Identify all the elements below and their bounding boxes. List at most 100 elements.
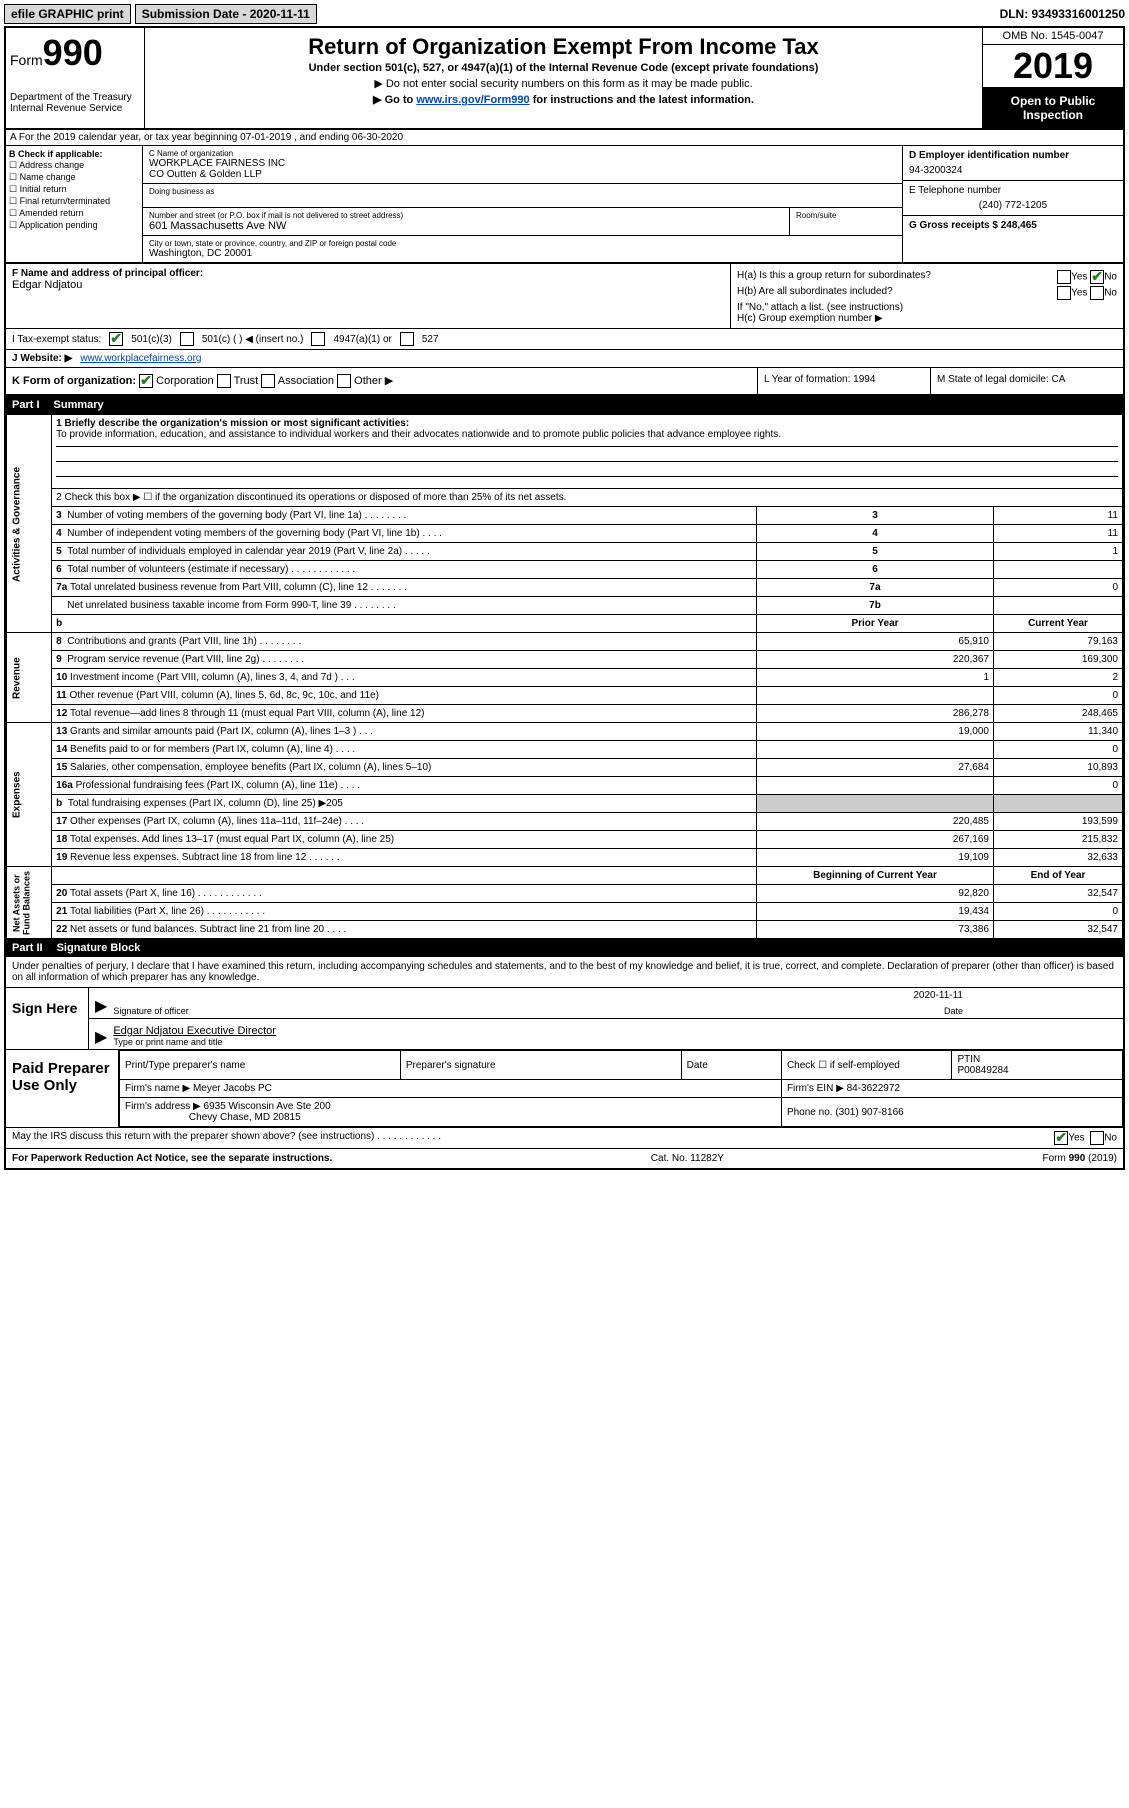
- room-label: Room/suite: [796, 211, 896, 220]
- note-goto: ▶ Go to www.irs.gov/Form990 for instruct…: [149, 93, 978, 106]
- line-8: Revenue8 Contributions and grants (Part …: [7, 633, 1123, 651]
- q1-label: 1 Briefly describe the organization's mi…: [56, 418, 1118, 429]
- street-box: Number and street (or P.O. box if mail i…: [143, 208, 790, 235]
- prep-name-cell: Print/Type preparer's name: [120, 1051, 401, 1080]
- street-value: 601 Massachusetts Ave NW: [149, 220, 783, 232]
- sig-arrow-icon: ▶: [95, 996, 107, 1016]
- form-ref: Form 990 (2019): [1043, 1153, 1117, 1164]
- prep-date-cell: Date: [681, 1051, 781, 1080]
- line-5: 5 Total number of individuals employed i…: [7, 543, 1123, 561]
- chk-amended-return[interactable]: ☐ Amended return: [9, 208, 139, 219]
- website-link[interactable]: www.workplacefairness.org: [80, 353, 201, 364]
- line-3: 3 Number of voting members of the govern…: [7, 507, 1123, 525]
- sig-officer-line: ▶ Signature of officer 2020-11-11 Date: [89, 988, 1123, 1019]
- sig-date-label: Date: [944, 1006, 963, 1016]
- room-box: Room/suite: [790, 208, 902, 235]
- section-f: F Name and address of principal officer:…: [6, 264, 731, 328]
- typed-name: Edgar Ndjatou Executive Director: [113, 1025, 276, 1037]
- tel-value: (240) 772-1205: [909, 200, 1117, 211]
- chk-final-return[interactable]: ☐ Final return/terminated: [9, 196, 139, 207]
- org-name-box: C Name of organization WORKPLACE FAIRNES…: [143, 146, 902, 184]
- l3n: 3 Number of voting members of the govern…: [52, 507, 757, 525]
- prep-row3: Firm's address ▶ 6935 Wisconsin Ave Ste …: [120, 1098, 1123, 1127]
- hb-no[interactable]: [1090, 286, 1104, 300]
- chk-address-change[interactable]: ☐ Address change: [9, 160, 139, 171]
- chk-corporation[interactable]: [139, 374, 153, 388]
- form-title: Return of Organization Exempt From Incom…: [149, 34, 978, 60]
- section-bcd: B Check if applicable: ☐ Address change …: [6, 146, 1123, 264]
- cat-no: Cat. No. 11282Y: [651, 1153, 724, 1164]
- discuss-label: May the IRS discuss this return with the…: [12, 1131, 441, 1145]
- prep-row2: Firm's name ▶ Meyer Jacobs PC Firm's EIN…: [120, 1080, 1123, 1098]
- mission-cell: 1 Briefly describe the organization's mi…: [52, 415, 1123, 489]
- vlabel-netassets: Net Assets or Fund Balances: [7, 867, 52, 939]
- hb-yes[interactable]: [1057, 286, 1071, 300]
- line-16a: 16a Professional fundraising fees (Part …: [7, 777, 1123, 795]
- l3v: 11: [994, 507, 1123, 525]
- gross-box: G Gross receipts $ 248,465: [903, 216, 1123, 235]
- preparer-table: Print/Type preparer's name Preparer's si…: [119, 1050, 1123, 1127]
- hb-note: If "No," attach a list. (see instruction…: [737, 302, 1117, 313]
- tel-label: E Telephone number: [909, 185, 1117, 196]
- paid-preparer-label: Paid Preparer Use Only: [6, 1050, 119, 1127]
- ha-yes[interactable]: [1057, 270, 1071, 284]
- footer: For Paperwork Reduction Act Notice, see …: [6, 1148, 1123, 1168]
- paid-preparer-right: Print/Type preparer's name Preparer's si…: [119, 1050, 1123, 1127]
- line-20: 20 Total assets (Part X, line 16) . . . …: [7, 885, 1123, 903]
- year-formation: L Year of formation: 1994: [758, 368, 931, 394]
- omb-number: OMB No. 1545-0047: [983, 28, 1123, 45]
- irs-link[interactable]: www.irs.gov/Form990: [416, 94, 529, 106]
- firm-phone-cell: Phone no. (301) 907-8166: [781, 1098, 1122, 1127]
- part2-number: Part II: [12, 942, 43, 954]
- discuss-row: May the IRS discuss this return with the…: [6, 1127, 1123, 1148]
- street-label: Number and street (or P.O. box if mail i…: [149, 211, 783, 220]
- org-name-label: C Name of organization: [149, 149, 896, 158]
- prep-sig-cell: Preparer's signature: [400, 1051, 681, 1080]
- chk-association[interactable]: [261, 374, 275, 388]
- note-ssn: ▶ Do not enter social security numbers o…: [149, 77, 978, 90]
- ha-no[interactable]: [1090, 270, 1104, 284]
- ein-box: D Employer identification number 94-3200…: [903, 146, 1123, 181]
- summary-table: Activities & Governance 1 Briefly descri…: [6, 414, 1123, 939]
- header-left: Form990 Department of the Treasury Inter…: [6, 28, 145, 128]
- firm-ein-cell: Firm's EIN ▶ 84-3622972: [781, 1080, 1122, 1098]
- form-of-org: K Form of organization: Corporation Trus…: [6, 368, 758, 394]
- form-header: Form990 Department of the Treasury Inter…: [6, 28, 1123, 130]
- part2-title: Signature Block: [57, 942, 141, 954]
- chk-501c[interactable]: [180, 332, 194, 346]
- line-10: 10 Investment income (Part VIII, column …: [7, 669, 1123, 687]
- typed-arrow-icon: ▶: [95, 1027, 107, 1047]
- line-9: 9 Program service revenue (Part VIII, li…: [7, 651, 1123, 669]
- chk-527[interactable]: [400, 332, 414, 346]
- sig-intro: Under penalties of perjury, I declare th…: [6, 957, 1123, 987]
- chk-other[interactable]: [337, 374, 351, 388]
- top-bar: efile GRAPHIC print Submission Date - 20…: [4, 4, 1125, 24]
- sign-here-right: ▶ Signature of officer 2020-11-11 Date ▶…: [89, 988, 1123, 1049]
- line-19: 19 Revenue less expenses. Subtract line …: [7, 849, 1123, 867]
- discuss-yes[interactable]: [1054, 1131, 1068, 1145]
- section-h: H(a) Is this a group return for subordin…: [731, 264, 1123, 328]
- chk-501c3[interactable]: [109, 332, 123, 346]
- gross-label: G Gross receipts $ 248,465: [909, 220, 1117, 231]
- state-domicile: M State of legal domicile: CA: [931, 368, 1123, 394]
- dba-box: Doing business as: [143, 184, 902, 208]
- line-11: 11 Other revenue (Part VIII, column (A),…: [7, 687, 1123, 705]
- city-box: City or town, state or province, country…: [143, 236, 902, 262]
- tax-year: 2019: [983, 45, 1123, 88]
- efile-button[interactable]: efile GRAPHIC print: [4, 4, 131, 24]
- ein-value: 94-3200324: [909, 165, 1117, 176]
- chk-name-change[interactable]: ☐ Name change: [9, 172, 139, 183]
- mission-text: To provide information, education, and a…: [56, 429, 1118, 440]
- sig-date-val: 2020-11-11: [913, 990, 963, 1001]
- chk-4947[interactable]: [311, 332, 325, 346]
- tel-box: E Telephone number (240) 772-1205: [903, 181, 1123, 216]
- discuss-no[interactable]: [1090, 1131, 1104, 1145]
- chk-initial-return[interactable]: ☐ Initial return: [9, 184, 139, 195]
- chk-trust[interactable]: [217, 374, 231, 388]
- na-header-row: Net Assets or Fund BalancesBeginning of …: [7, 867, 1123, 885]
- department-label: Department of the Treasury Internal Reve…: [10, 92, 140, 114]
- chk-application-pending[interactable]: ☐ Application pending: [9, 220, 139, 231]
- paperwork-notice: For Paperwork Reduction Act Notice, see …: [12, 1153, 332, 1164]
- line-a: A For the 2019 calendar year, or tax yea…: [6, 130, 1123, 146]
- header-right: OMB No. 1545-0047 2019 Open to Public In…: [982, 28, 1123, 128]
